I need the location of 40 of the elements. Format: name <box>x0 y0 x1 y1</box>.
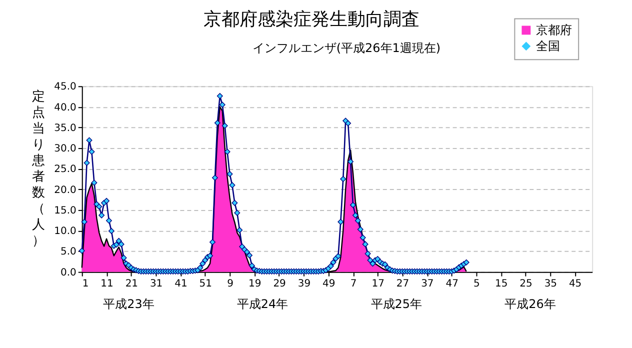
chart-title: 京都府感染症発生動向調査 <box>204 9 420 30</box>
x-tick-label: 7 <box>350 278 357 290</box>
x-tick-label: 41 <box>174 278 188 290</box>
text: 定点当り患者数（人） <box>32 90 45 248</box>
x-tick-label: 17 <box>372 278 384 290</box>
text: 平成25年 <box>370 296 422 311</box>
legend-label: 京都府 <box>536 23 572 38</box>
text: 平成23年 <box>103 296 154 311</box>
x-tick-label: 9 <box>227 278 234 290</box>
x-tick-label: 21 <box>125 278 138 290</box>
y-tick-label: 15.0 <box>54 205 76 216</box>
y-tick-label: 0.0 <box>60 267 76 278</box>
y-tick-label: 30.0 <box>54 144 76 155</box>
x-tick-label: 31 <box>150 278 163 290</box>
x-tick-label: 27 <box>396 278 410 290</box>
y-tick-label: 10.0 <box>54 226 76 238</box>
x-tick-label: 45 <box>568 278 582 290</box>
x-tick-label: 29 <box>273 278 286 290</box>
x-tick-label: 19 <box>248 278 262 290</box>
y-tick-label: 20.0 <box>54 184 76 196</box>
y-tick-label: 35.0 <box>54 122 76 134</box>
y-tick-label: 40.0 <box>54 102 76 114</box>
legend-label: 全国 <box>536 39 560 54</box>
y-tick-label: 45.0 <box>54 82 76 93</box>
x-tick-label: 39 <box>298 278 311 290</box>
y-tick-label: 25.0 <box>54 164 76 176</box>
text: 平成26年 <box>504 296 556 311</box>
chart-subtitle: インフルエンザ(平成26年1週現在) <box>252 41 441 56</box>
x-tick-label: 35 <box>544 278 558 290</box>
x-tick-label: 47 <box>446 278 458 290</box>
y-tick-label: 5.0 <box>60 246 76 258</box>
x-tick-label: 51 <box>199 278 212 290</box>
x-tick-label: 11 <box>100 278 114 290</box>
text: 平成24年 <box>236 296 288 311</box>
x-tick-label: 25 <box>520 278 532 290</box>
x-tick-label: 15 <box>495 278 508 290</box>
x-tick-label: 49 <box>322 278 336 290</box>
x-tick-label: 37 <box>421 278 434 290</box>
x-tick-label: 5 <box>474 278 480 290</box>
x-tick-label: 1 <box>82 278 89 290</box>
